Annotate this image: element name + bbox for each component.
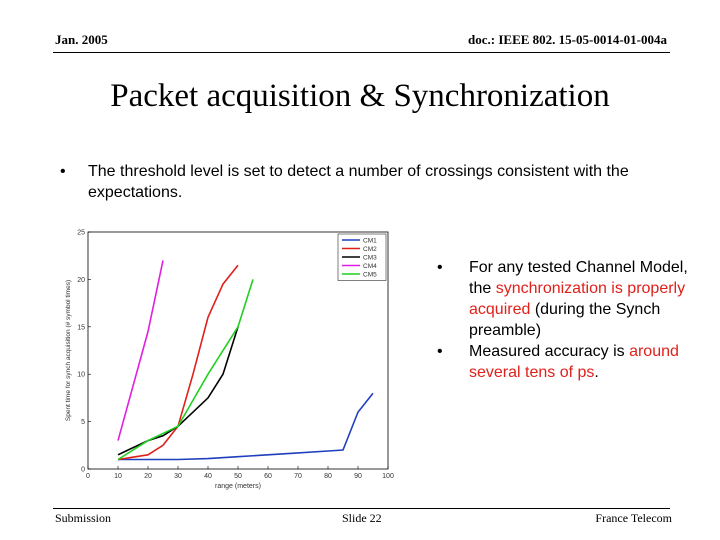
main-bullet-text: The threshold level is set to detect a n… [88, 163, 629, 201]
legend-label-cm3: CM3 [363, 255, 377, 262]
x-tick-label: 90 [354, 473, 362, 480]
bullet-dot: • [437, 343, 443, 360]
x-tick-label: 100 [382, 473, 394, 480]
header-divider [53, 52, 670, 53]
slide-title: Packet acquisition & Synchronization [110, 78, 610, 114]
footer-organization: France Telecom [595, 511, 672, 525]
right-bullet-1: • For any tested Channel Model, the sync… [437, 257, 707, 341]
y-tick-label: 10 [77, 372, 85, 379]
y-tick-label: 0 [81, 467, 85, 474]
footer-divider [53, 508, 670, 509]
right-bullets: • For any tested Channel Model, the sync… [437, 257, 707, 383]
series-line-cm4 [117, 260, 164, 441]
y-axis-label: Spent time for synch acquisition (# symb… [65, 280, 72, 421]
footer-submission: Submission [55, 511, 112, 525]
x-tick-label: 20 [144, 473, 152, 480]
bullet-dot: • [437, 259, 443, 276]
right-bullet-2-highlight: around several tens of ps [469, 343, 679, 381]
legend-label-cm2: CM2 [363, 246, 377, 253]
x-axis-label: range (meters) [215, 483, 261, 490]
x-tick-label: 0 [86, 473, 90, 480]
series-line-cm1 [118, 392, 374, 461]
legend-label-cm5: CM5 [363, 272, 377, 279]
series-line-cm5 [117, 279, 254, 461]
x-tick-label: 30 [174, 473, 182, 480]
bullet-dot: • [60, 163, 66, 180]
y-tick-label: 5 [81, 419, 85, 426]
legend-label-cm1: CM1 [363, 238, 377, 245]
x-tick-label: 40 [204, 473, 212, 480]
x-tick-label: 70 [294, 473, 302, 480]
x-tick-label: 80 [324, 473, 332, 480]
footer-slide-number: Slide 22 [342, 511, 382, 525]
right-bullet-2: • Measured accuracy is around several te… [437, 341, 707, 383]
y-tick-label: 25 [77, 230, 85, 237]
right-bullet-1-highlight: synchronization is properly acquired [469, 280, 686, 318]
x-tick-label: 10 [114, 473, 122, 480]
header-date: Jan. 2005 [55, 32, 108, 47]
y-tick-label: 15 [77, 324, 85, 331]
right-bullet-1-text: For any tested Channel Model, the [469, 259, 688, 297]
header-doc-id: doc.: IEEE 802. 15-05-0014-01-004a [468, 32, 667, 47]
legend-label-cm4: CM4 [363, 263, 377, 270]
right-bullet-2-tail: . [594, 364, 599, 381]
x-tick-label: 50 [234, 473, 242, 480]
chart: 0 10 20 30 40 50 60 70 80 90 100 0 5 10 15 20 25 range (m… [60, 226, 400, 501]
chart-svg: 0 10 20 30 40 50 60 70 80 90 100 0 5 10 15 20 25 range (m… [65, 230, 394, 491]
right-bullet-1-tail: (during the Synch preamble) [469, 301, 661, 339]
x-tick-label: 60 [264, 473, 272, 480]
y-tick-label: 20 [77, 277, 85, 284]
right-bullet-2-text: Measured accuracy is [469, 343, 630, 360]
series-line-cm2 [117, 264, 239, 461]
